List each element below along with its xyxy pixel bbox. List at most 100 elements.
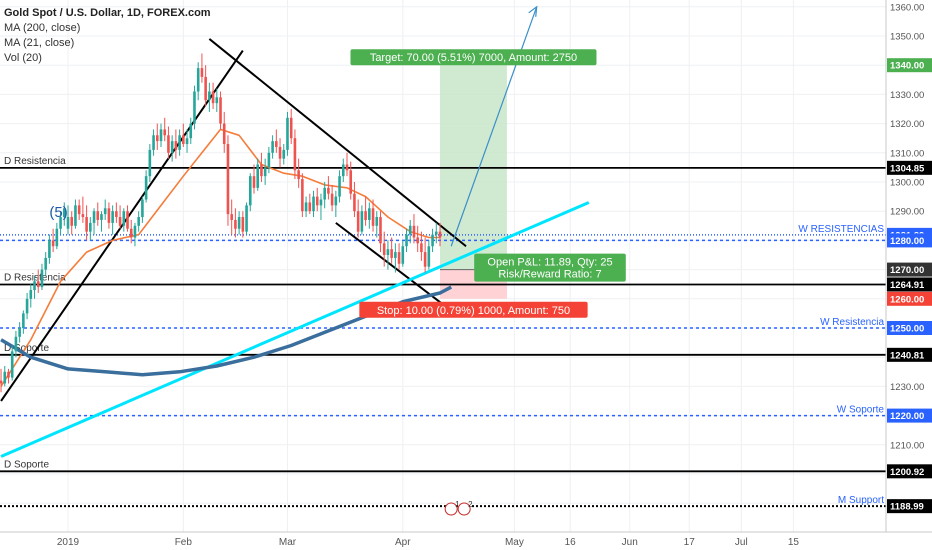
candle[interactable] <box>334 190 338 218</box>
candle[interactable] <box>62 202 66 226</box>
candle[interactable] <box>375 211 379 238</box>
candle[interactable] <box>178 129 181 156</box>
candle[interactable] <box>103 199 107 220</box>
candle[interactable] <box>77 199 81 220</box>
candle[interactable] <box>301 173 304 218</box>
candle[interactable] <box>289 109 293 145</box>
ma200-line[interactable] <box>0 285 453 377</box>
candle[interactable] <box>315 187 319 212</box>
candle[interactable] <box>304 196 308 218</box>
candle[interactable] <box>141 196 144 223</box>
candle[interactable] <box>182 123 185 147</box>
candle[interactable] <box>159 123 163 147</box>
candle[interactable] <box>122 208 126 232</box>
candle[interactable] <box>360 205 364 235</box>
trendline-cyan-trendline[interactable] <box>0 201 590 458</box>
candle[interactable] <box>356 199 360 238</box>
candle[interactable] <box>353 182 356 218</box>
candle[interactable] <box>193 85 196 130</box>
candle[interactable] <box>379 211 382 253</box>
candle[interactable] <box>25 292 29 320</box>
event-marker[interactable] <box>457 502 471 516</box>
candle[interactable] <box>275 129 278 153</box>
candle[interactable] <box>219 91 222 130</box>
candle[interactable] <box>211 82 215 109</box>
candle[interactable] <box>405 228 408 253</box>
candle[interactable] <box>115 202 118 223</box>
candle[interactable] <box>394 243 397 273</box>
candle[interactable] <box>208 82 211 112</box>
candle[interactable] <box>70 211 74 235</box>
candle[interactable] <box>308 193 312 215</box>
candle[interactable] <box>386 240 390 270</box>
candle[interactable] <box>51 228 55 253</box>
candle[interactable] <box>74 199 77 229</box>
candle[interactable] <box>204 65 207 107</box>
candle[interactable] <box>144 170 148 203</box>
candle[interactable] <box>267 146 271 174</box>
candle[interactable] <box>234 208 237 238</box>
candle[interactable] <box>248 173 252 212</box>
candle[interactable] <box>420 231 423 261</box>
candle[interactable] <box>152 129 155 156</box>
candle[interactable] <box>245 202 248 235</box>
candle[interactable] <box>401 240 405 267</box>
candle[interactable] <box>390 237 393 264</box>
candle[interactable] <box>368 202 371 229</box>
candle[interactable] <box>29 284 33 308</box>
indicator-ma200[interactable]: MA (200, close) <box>4 22 81 34</box>
candle[interactable] <box>431 228 434 253</box>
candle[interactable] <box>427 240 431 270</box>
candle[interactable] <box>312 190 315 218</box>
candle[interactable] <box>226 135 230 226</box>
candle[interactable] <box>185 129 189 153</box>
candle[interactable] <box>416 225 419 253</box>
trendline-uptrend-support[interactable] <box>0 50 244 402</box>
candle[interactable] <box>148 144 152 182</box>
candle[interactable] <box>126 205 129 232</box>
candle[interactable] <box>18 322 21 343</box>
candle[interactable] <box>167 126 170 159</box>
candle[interactable] <box>107 202 111 229</box>
candle[interactable] <box>327 176 330 200</box>
candle[interactable] <box>252 164 256 194</box>
candle[interactable] <box>92 208 96 235</box>
candle[interactable] <box>155 123 159 150</box>
candle[interactable] <box>293 129 297 180</box>
candle[interactable] <box>89 217 92 241</box>
candle[interactable] <box>297 158 300 188</box>
candle[interactable] <box>349 161 353 200</box>
candle[interactable] <box>434 222 438 244</box>
candle[interactable] <box>7 368 10 384</box>
candle[interactable] <box>341 158 345 182</box>
candle[interactable] <box>40 263 44 291</box>
candle[interactable] <box>423 237 427 273</box>
candle[interactable] <box>278 138 282 168</box>
candle[interactable] <box>48 234 51 264</box>
ma21-line[interactable] <box>0 128 440 387</box>
candle[interactable] <box>271 135 274 159</box>
candle[interactable] <box>174 129 178 159</box>
candle[interactable] <box>364 196 367 226</box>
candle[interactable] <box>133 222 137 247</box>
candle[interactable] <box>371 199 375 232</box>
candle[interactable] <box>338 170 341 203</box>
candle[interactable] <box>118 205 122 229</box>
candle[interactable] <box>256 158 260 191</box>
candle[interactable] <box>66 205 70 235</box>
candle[interactable] <box>412 214 416 244</box>
event-marker[interactable] <box>444 502 458 516</box>
candle[interactable] <box>237 211 241 235</box>
candle[interactable] <box>111 205 114 235</box>
indicator-volume[interactable]: Vol (20) <box>4 52 42 64</box>
candle[interactable] <box>330 184 334 212</box>
candle[interactable] <box>10 345 14 381</box>
candle[interactable] <box>55 222 59 250</box>
candle[interactable] <box>408 219 412 244</box>
candle[interactable] <box>319 193 323 220</box>
trendline-down-resistance[interactable] <box>208 38 467 248</box>
candle[interactable] <box>382 231 386 267</box>
candle[interactable] <box>345 152 349 177</box>
